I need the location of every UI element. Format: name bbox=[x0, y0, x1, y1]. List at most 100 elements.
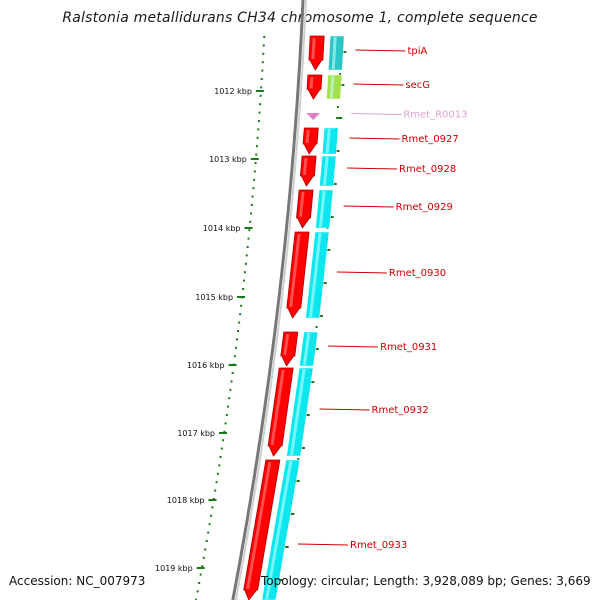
scale-dot bbox=[224, 422, 227, 425]
cog-highlight bbox=[265, 460, 293, 600]
outer-scale-dot bbox=[297, 458, 300, 460]
cds-arrow bbox=[306, 74, 323, 100]
scale-dot bbox=[239, 313, 242, 316]
cog-highlight bbox=[322, 156, 329, 186]
scale-tick bbox=[237, 296, 246, 298]
scale-tick-label: 1012 kbp bbox=[214, 87, 252, 96]
cds-arrow bbox=[302, 127, 319, 155]
cds-highlight bbox=[246, 461, 272, 590]
scale-dot bbox=[199, 573, 202, 576]
label-leader bbox=[297, 543, 349, 546]
scale-dot bbox=[227, 405, 230, 408]
scale-tick-label: 1019 kbp bbox=[155, 564, 193, 573]
scale-tick bbox=[196, 567, 205, 569]
label-leader bbox=[336, 271, 387, 274]
label-leader bbox=[328, 345, 379, 348]
scale-dot bbox=[216, 472, 219, 475]
cds-layer bbox=[243, 35, 325, 600]
scale-dot bbox=[220, 447, 223, 450]
scale-dot bbox=[261, 69, 264, 72]
gene-label-rmet_0931: Rmet_0931 bbox=[380, 342, 437, 353]
scale-dot bbox=[243, 271, 246, 274]
scale-tick bbox=[219, 432, 228, 434]
scale-dot bbox=[240, 304, 243, 307]
gene-label-rmet_0927: Rmet_0927 bbox=[402, 134, 459, 145]
gene-label-rmet_0928: Rmet_0928 bbox=[399, 164, 456, 175]
cds-highlight bbox=[305, 129, 310, 144]
scale-dot bbox=[231, 372, 234, 374]
outer-scale-dot bbox=[320, 282, 327, 284]
scale-tick-label: 1018 kbp bbox=[167, 496, 205, 505]
cds-highlight bbox=[302, 157, 308, 176]
gene-label-rmet_0933: Rmet_0933 bbox=[350, 540, 407, 551]
accession-text: Accession: NC_007973 bbox=[9, 574, 146, 588]
scale-tick-label: 1013 kbp bbox=[209, 155, 247, 164]
cds-arrow bbox=[296, 189, 314, 229]
scale-dot bbox=[222, 439, 225, 442]
map-title: Ralstonia metallidurans CH34 chromosome … bbox=[62, 10, 538, 26]
scale-dot bbox=[214, 489, 217, 492]
cog-highlight bbox=[331, 36, 337, 70]
backbone-outer bbox=[231, 0, 305, 600]
cog-highlight bbox=[319, 190, 326, 228]
scale-layer: 1012 kbp 1013 kbp 1014 kbp 1015 kbp 1016 kbp… bbox=[155, 36, 347, 600]
scale-dot bbox=[248, 229, 251, 232]
scale-dot bbox=[252, 187, 255, 190]
scale-dot bbox=[233, 355, 236, 358]
scale-tick bbox=[244, 227, 253, 229]
gene-label-rmet_r0013: Rmet_R0013 bbox=[403, 110, 467, 121]
scale-dot bbox=[208, 523, 211, 526]
backbone-layer bbox=[231, 0, 307, 600]
scale-dot bbox=[228, 397, 231, 400]
scale-dot bbox=[254, 162, 257, 164]
scale-dot bbox=[255, 145, 258, 148]
scale-dot bbox=[234, 346, 237, 349]
scale-dot bbox=[257, 128, 260, 131]
cog-highlight bbox=[325, 128, 331, 154]
scale-tick-label: 1016 kbp bbox=[187, 361, 225, 370]
outer-scale-dot bbox=[276, 579, 283, 581]
scale-dot bbox=[229, 388, 232, 391]
label-leader bbox=[351, 113, 402, 115]
scale-dot bbox=[236, 338, 239, 341]
scale-dot bbox=[204, 548, 207, 551]
scale-dot bbox=[243, 279, 246, 282]
scale-dot bbox=[260, 78, 263, 80]
scale-dot bbox=[251, 195, 254, 198]
scale-dot bbox=[210, 514, 213, 517]
scale-dot bbox=[219, 456, 222, 458]
cog-layer bbox=[261, 35, 345, 600]
scale-dot bbox=[195, 598, 198, 600]
scale-tick bbox=[250, 158, 259, 160]
scale-dot bbox=[259, 94, 262, 97]
label-leader bbox=[349, 137, 400, 140]
rrna-arrow bbox=[306, 113, 321, 120]
backbone-inner bbox=[234, 0, 307, 600]
label-layer: tpiA secG Rmet_R0013 Rmet_0927 Rmet_0928 Rmet… bbox=[297, 46, 468, 551]
cds-highlight bbox=[270, 369, 285, 446]
gene-label-rmet_0929: Rmet_0929 bbox=[396, 202, 453, 213]
scale-dot bbox=[262, 44, 265, 47]
scale-dot bbox=[256, 136, 259, 139]
cog-highlight bbox=[309, 232, 322, 318]
outer-scale-dot bbox=[303, 414, 310, 416]
label-leader bbox=[355, 49, 406, 52]
scale-dot bbox=[215, 481, 218, 484]
cds-highlight bbox=[309, 76, 314, 89]
topology-summary: Topology: circular; Length: 3,928,089 bp… bbox=[261, 574, 591, 588]
cog-highlight bbox=[302, 332, 311, 366]
scale-dot bbox=[245, 254, 248, 257]
scale-dot bbox=[198, 582, 201, 584]
cds-arrow bbox=[280, 331, 299, 367]
cds-highlight bbox=[298, 191, 305, 218]
outer-scale-dot bbox=[282, 546, 289, 548]
gene-label-tpia: tpiA bbox=[407, 46, 427, 57]
scale-dot bbox=[242, 288, 245, 290]
label-leader bbox=[343, 205, 394, 208]
scale-tick bbox=[255, 90, 264, 92]
outer-scale-dot bbox=[339, 73, 342, 75]
scale-dot bbox=[253, 178, 256, 181]
scale-dot bbox=[255, 153, 258, 156]
scale-dot bbox=[202, 556, 205, 559]
